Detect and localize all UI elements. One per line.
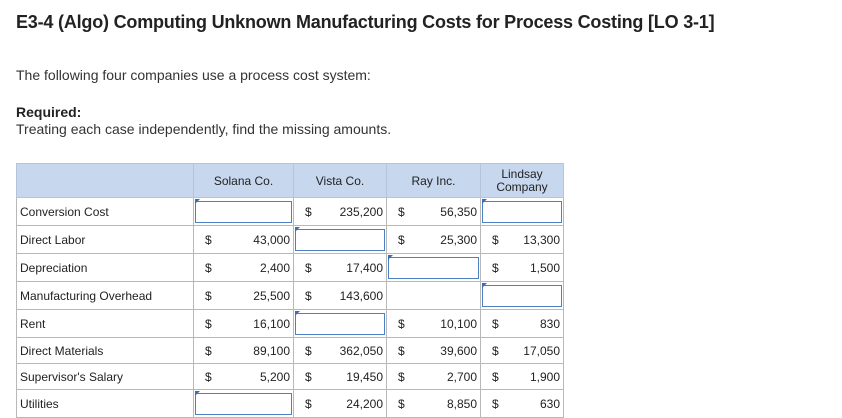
currency-symbol: $ <box>386 389 418 418</box>
input-corner-marker <box>482 199 487 204</box>
required-text: Treating each case independently, find t… <box>16 121 392 137</box>
table-row: Utilities $24,200 $8,850 $630 <box>16 389 564 418</box>
intro-text: The following four companies use a proce… <box>16 67 371 83</box>
row-label: Conversion Cost <box>16 197 194 226</box>
currency-symbol: $ <box>193 363 229 390</box>
amount-input[interactable] <box>482 200 562 223</box>
row-label: Direct Materials <box>16 337 194 364</box>
column-header-solana: Solana Co. <box>193 163 294 198</box>
amount-solana: 25,500 <box>228 281 294 310</box>
input-corner-marker <box>388 255 393 260</box>
table-row: Supervisor's Salary $5,200 $19,450 $2,700 $1… <box>16 363 564 390</box>
currency-symbol: $ <box>386 337 418 364</box>
table-row: Direct Labor $43,000 $25,300 $13,300 <box>16 225 564 254</box>
amount-ray: 8,850 <box>417 389 481 418</box>
table-row: Rent $16,100 $10,100 $830 <box>16 309 564 338</box>
amount-solana: 5,200 <box>228 363 294 390</box>
currency-symbol: $ <box>480 389 511 418</box>
currency-symbol: $ <box>480 309 511 338</box>
table-row: Depreciation $2,400 $17,400 $1,500 <box>16 253 564 282</box>
currency-symbol: $ <box>386 225 418 254</box>
amount-vista: 362,050 <box>325 337 387 364</box>
table-row: Direct Materials $89,100 $362,050 $39,600 $1… <box>16 337 564 364</box>
currency-symbol: $ <box>480 225 511 254</box>
empty-cell <box>386 281 481 310</box>
table-row: Conversion Cost $235,200 $56,350 <box>16 197 564 226</box>
currency-symbol: $ <box>293 337 326 364</box>
column-header-ray: Ray Inc. <box>386 163 481 198</box>
amount-solana: 89,100 <box>228 337 294 364</box>
amount-lindsay: 1,900 <box>510 363 564 390</box>
amount-ray: 25,300 <box>417 225 481 254</box>
amount-vista: 235,200 <box>325 197 387 226</box>
input-corner-marker <box>195 391 200 396</box>
amount-vista: 17,400 <box>325 253 387 282</box>
amount-input[interactable] <box>295 312 385 335</box>
currency-symbol: $ <box>480 337 511 364</box>
currency-symbol: $ <box>193 337 229 364</box>
amount-ray: 2,700 <box>417 363 481 390</box>
row-label: Direct Labor <box>16 225 194 254</box>
row-label: Depreciation <box>16 253 194 282</box>
input-cell-solana <box>193 389 294 418</box>
amount-solana: 43,000 <box>228 225 294 254</box>
amount-ray: 56,350 <box>417 197 481 226</box>
amount-lindsay: 1,500 <box>510 253 564 282</box>
amount-input[interactable] <box>195 392 292 415</box>
input-cell-vista <box>293 309 387 338</box>
row-label: Rent <box>16 309 194 338</box>
row-label: Supervisor's Salary <box>16 363 194 390</box>
currency-symbol: $ <box>386 197 418 226</box>
label-column-header <box>16 163 194 198</box>
currency-symbol: $ <box>386 309 418 338</box>
input-cell-solana <box>193 197 294 226</box>
amount-vista: 24,200 <box>325 389 387 418</box>
input-corner-marker <box>482 283 487 288</box>
amount-solana: 16,100 <box>228 309 294 338</box>
amount-input[interactable] <box>388 256 479 279</box>
row-label: Utilities <box>16 389 194 418</box>
currency-symbol: $ <box>293 281 326 310</box>
input-corner-marker <box>295 227 300 232</box>
currency-symbol: $ <box>480 363 511 390</box>
column-header-vista: Vista Co. <box>293 163 387 198</box>
currency-symbol: $ <box>193 309 229 338</box>
currency-symbol: $ <box>480 253 511 282</box>
currency-symbol: $ <box>193 253 229 282</box>
amount-solana: 2,400 <box>228 253 294 282</box>
amount-input[interactable] <box>295 228 385 251</box>
amount-input[interactable] <box>482 284 562 307</box>
required-heading: Required: <box>16 104 82 120</box>
input-cell-vista <box>293 225 387 254</box>
currency-symbol: $ <box>293 389 326 418</box>
currency-symbol: $ <box>293 363 326 390</box>
table-row: Manufacturing Overhead $25,500 $143,600 <box>16 281 564 310</box>
row-label: Manufacturing Overhead <box>16 281 194 310</box>
amount-lindsay: 13,300 <box>510 225 564 254</box>
currency-symbol: $ <box>293 253 326 282</box>
amount-vista: 19,450 <box>325 363 387 390</box>
input-corner-marker <box>295 311 300 316</box>
cost-table: Solana Co. Vista Co. Ray Inc. Lindsay Co… <box>16 163 564 418</box>
table-header-row: Solana Co. Vista Co. Ray Inc. Lindsay Co… <box>16 163 564 198</box>
input-cell-lindsay <box>480 281 564 310</box>
input-cell-ray <box>386 253 481 282</box>
currency-symbol: $ <box>193 225 229 254</box>
amount-lindsay: 830 <box>510 309 564 338</box>
amount-lindsay: 17,050 <box>510 337 564 364</box>
amount-input[interactable] <box>195 200 292 223</box>
problem-title: E3-4 (Algo) Computing Unknown Manufactur… <box>16 12 715 32</box>
currency-symbol: $ <box>386 363 418 390</box>
amount-ray: 39,600 <box>417 337 481 364</box>
input-cell-lindsay <box>480 197 564 226</box>
currency-symbol: $ <box>293 197 326 226</box>
amount-ray: 10,100 <box>417 309 481 338</box>
currency-symbol: $ <box>193 281 229 310</box>
amount-vista: 143,600 <box>325 281 387 310</box>
input-corner-marker <box>195 199 200 204</box>
amount-lindsay: 630 <box>510 389 564 418</box>
column-header-lindsay: Lindsay Company <box>480 163 564 198</box>
